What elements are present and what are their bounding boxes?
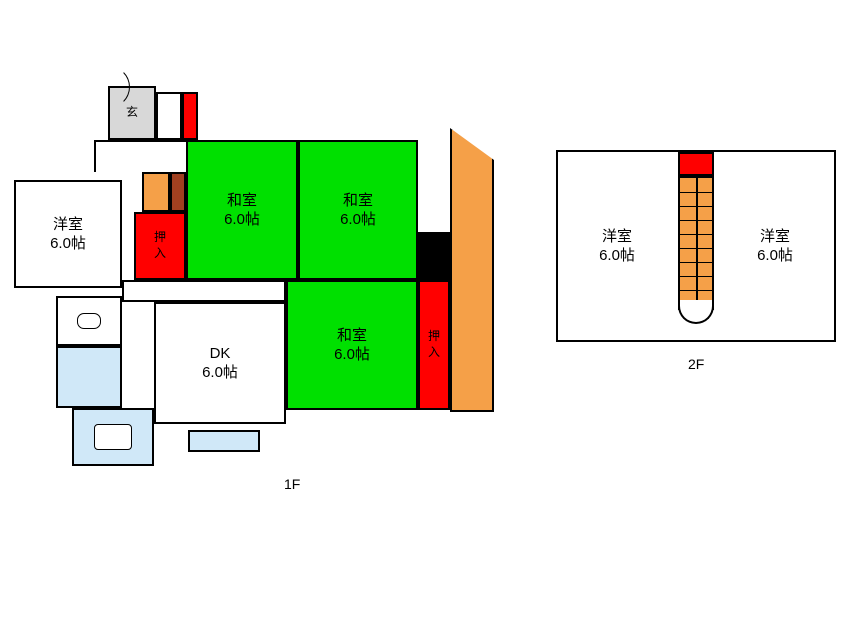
washitsu-ne: 和室 6.0帖: [298, 140, 418, 280]
engawa: [450, 128, 494, 412]
hall-top: [94, 140, 198, 172]
fixture-top: [156, 92, 182, 140]
oshiire-2-label: 押 入: [428, 329, 440, 360]
oshiire-1-label: 押 入: [154, 230, 166, 261]
washitsu-ne-label: 和室 6.0帖: [340, 191, 376, 230]
youshitsu-2f-w: 洋室 6.0帖: [558, 152, 676, 340]
hall-stairs-1f: [142, 172, 170, 212]
stairs-2f-red: [678, 152, 714, 176]
washitsu-se-label: 和室 6.0帖: [334, 326, 370, 365]
toilet-icon: [77, 313, 101, 329]
oshiire-2: 押 入: [418, 280, 450, 410]
floorplan-canvas: 玄 洋室 6.0帖 押 入 和室 6.0帖 和室 6.0帖 和室 6.0帖 押 …: [0, 0, 846, 634]
red-strip-top: [182, 92, 198, 140]
bath: [72, 408, 154, 466]
washitsu-se: 和室 6.0帖: [286, 280, 418, 410]
hall-red-1f: [170, 172, 186, 212]
dk: DK 6.0帖: [154, 302, 286, 424]
stairs-2f: [678, 176, 714, 310]
black-block: [418, 232, 450, 280]
washitsu-nw: 和室 6.0帖: [186, 140, 298, 280]
youshitsu-2f-e-label: 洋室 6.0帖: [757, 227, 793, 266]
oshiire-1: 押 入: [134, 212, 186, 280]
kitchen-counter: [188, 430, 260, 452]
youshitsu-2f-e: 洋室 6.0帖: [716, 152, 834, 340]
engawa-slope: [450, 128, 494, 160]
wc: [56, 296, 122, 346]
youshitsu-1f: 洋室 6.0帖: [14, 180, 122, 288]
genkan-label: 玄: [126, 105, 138, 121]
youshitsu-1f-label: 洋室 6.0帖: [50, 215, 86, 254]
stair-rail: [696, 178, 698, 308]
floor2-label: 2F: [688, 356, 704, 372]
genkan: 玄: [108, 86, 156, 140]
corridor-1f: [122, 280, 286, 302]
youshitsu-2f-w-label: 洋室 6.0帖: [599, 227, 635, 266]
washitsu-nw-label: 和室 6.0帖: [224, 191, 260, 230]
tub-icon: [94, 424, 132, 450]
washroom: [56, 346, 122, 408]
dk-label: DK 6.0帖: [202, 344, 238, 383]
floor1-label: 1F: [284, 476, 300, 492]
